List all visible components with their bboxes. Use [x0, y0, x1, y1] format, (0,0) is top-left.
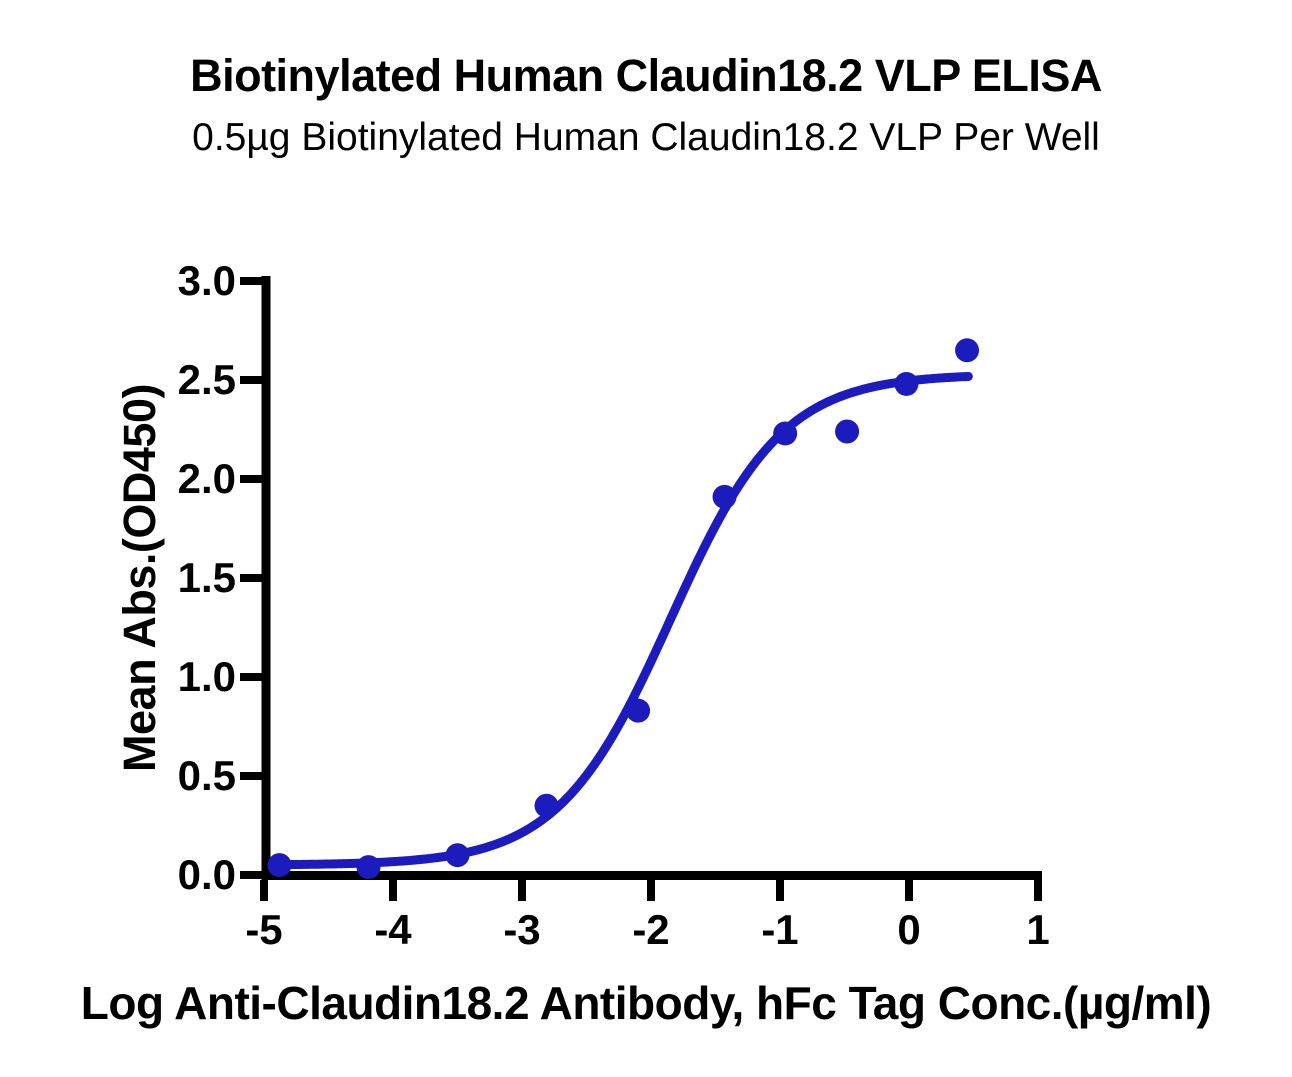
data-point [712, 484, 737, 509]
data-point [835, 419, 860, 444]
x-tick-label: -3 [503, 906, 541, 953]
data-point [955, 338, 980, 363]
data-point [894, 371, 919, 396]
y-tick-label: 1.0 [177, 653, 236, 700]
fit-curve [274, 371, 973, 870]
x-tick-label: -1 [761, 906, 799, 953]
x-tick-label: -5 [245, 906, 283, 953]
chart-subtitle: 0.5µg Biotinylated Human Claudin18.2 VLP… [192, 116, 1100, 159]
x-tick-label: -2 [632, 906, 670, 953]
y-tick-label: 1.5 [177, 554, 236, 601]
data-point [534, 793, 559, 818]
data-point [773, 421, 798, 446]
y-tick-label: 3.0 [177, 257, 236, 304]
chart-title: Biotinylated Human Claudin18.2 VLP ELISA [190, 50, 1102, 101]
y-tick-label: 2.5 [177, 356, 236, 403]
data-point [356, 855, 381, 880]
data-point [445, 843, 470, 868]
y-tick-label: 0.0 [177, 851, 236, 898]
data-point [267, 853, 292, 878]
y-tick-label: 2.0 [177, 455, 236, 502]
x-tick-label: -4 [374, 906, 412, 953]
data-point [626, 698, 651, 723]
x-tick-label: 0 [897, 906, 921, 953]
x-tick-label: 1 [1026, 906, 1050, 953]
x-axis-label: Log Anti-Claudin18.2 Antibody, hFc Tag C… [80, 977, 1212, 1029]
y-tick-label: 0.5 [177, 752, 236, 799]
